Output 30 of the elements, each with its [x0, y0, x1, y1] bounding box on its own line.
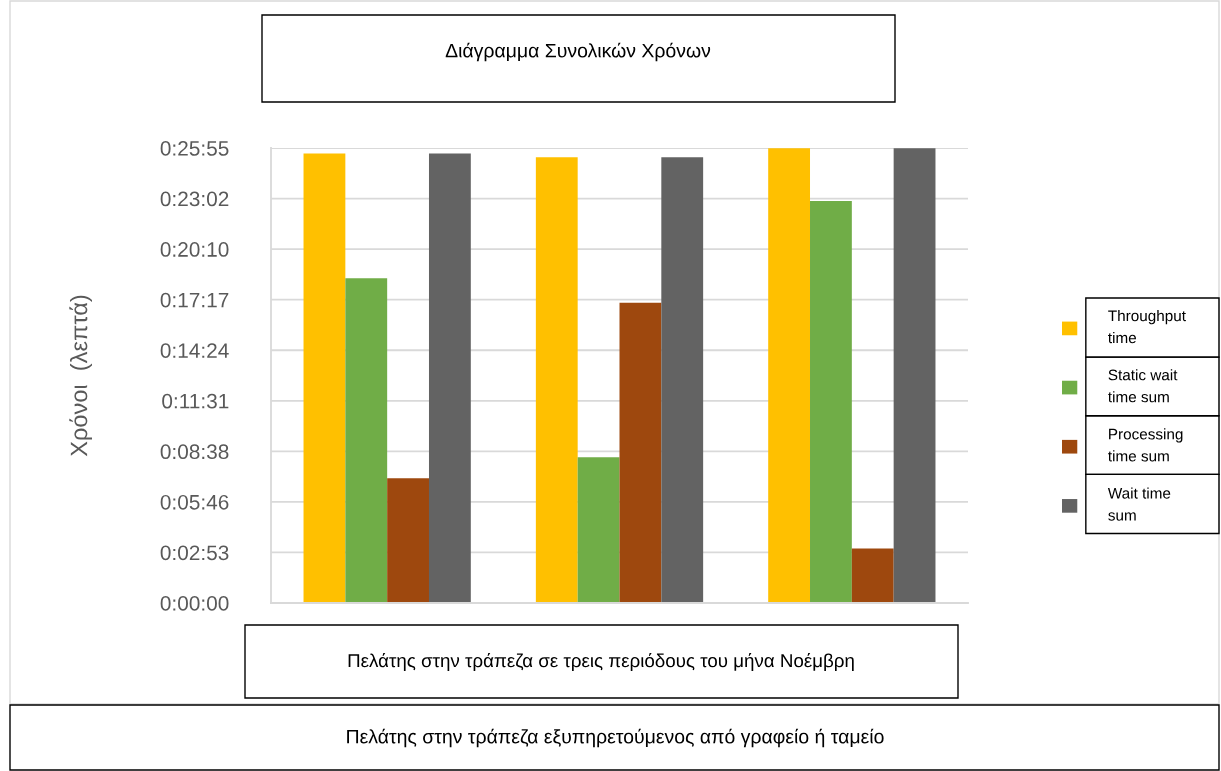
bar — [303, 153, 346, 603]
legend-label: Wait time sum — [1107, 487, 1171, 521]
x-axis-title: Πελάτης στην τράπεζα σε τρεις περιόδους του μήνα Νοέμβρη — [348, 652, 854, 672]
bar — [810, 201, 852, 603]
bar — [387, 478, 429, 603]
y-tick-label: 0:25:55 — [160, 141, 229, 156]
legend-label: Processing time sum — [1108, 428, 1183, 462]
y-tick-label: 0:17:17 — [160, 292, 229, 308]
y-tick-label: 0:05:46 — [160, 494, 229, 510]
bar — [768, 148, 811, 603]
y-axis-title: Χρόνοι (λεπτά) — [69, 295, 92, 457]
y-tick-label: 0:02:53 — [160, 545, 229, 561]
bar — [535, 157, 578, 603]
bar — [577, 457, 620, 603]
legend-label: Static wait time sum — [1108, 369, 1178, 403]
y-tick-label: 0:23:02 — [160, 191, 229, 207]
y-tick-label: 0:20:10 — [160, 242, 229, 257]
y-tick-label: 0:08:38 — [160, 444, 229, 460]
text: Πελάτης στην τράπεζα εξυπηρετούμενος από γραφείο ή ταμείο — [347, 728, 884, 748]
bar — [619, 302, 662, 603]
bar — [345, 278, 388, 603]
legend-label: Throughput time — [1108, 310, 1186, 344]
chart-title: Διάγραμμα Συνολικών Χρόνων — [445, 42, 711, 62]
bar — [661, 157, 704, 603]
bar — [851, 548, 894, 603]
y-tick-label: 0:14:24 — [160, 343, 229, 358]
y-tick-label: 0:00:00 — [160, 596, 229, 611]
bar — [428, 153, 471, 603]
bar — [893, 148, 936, 603]
y-tick-label: 0:11:31 — [162, 393, 229, 409]
